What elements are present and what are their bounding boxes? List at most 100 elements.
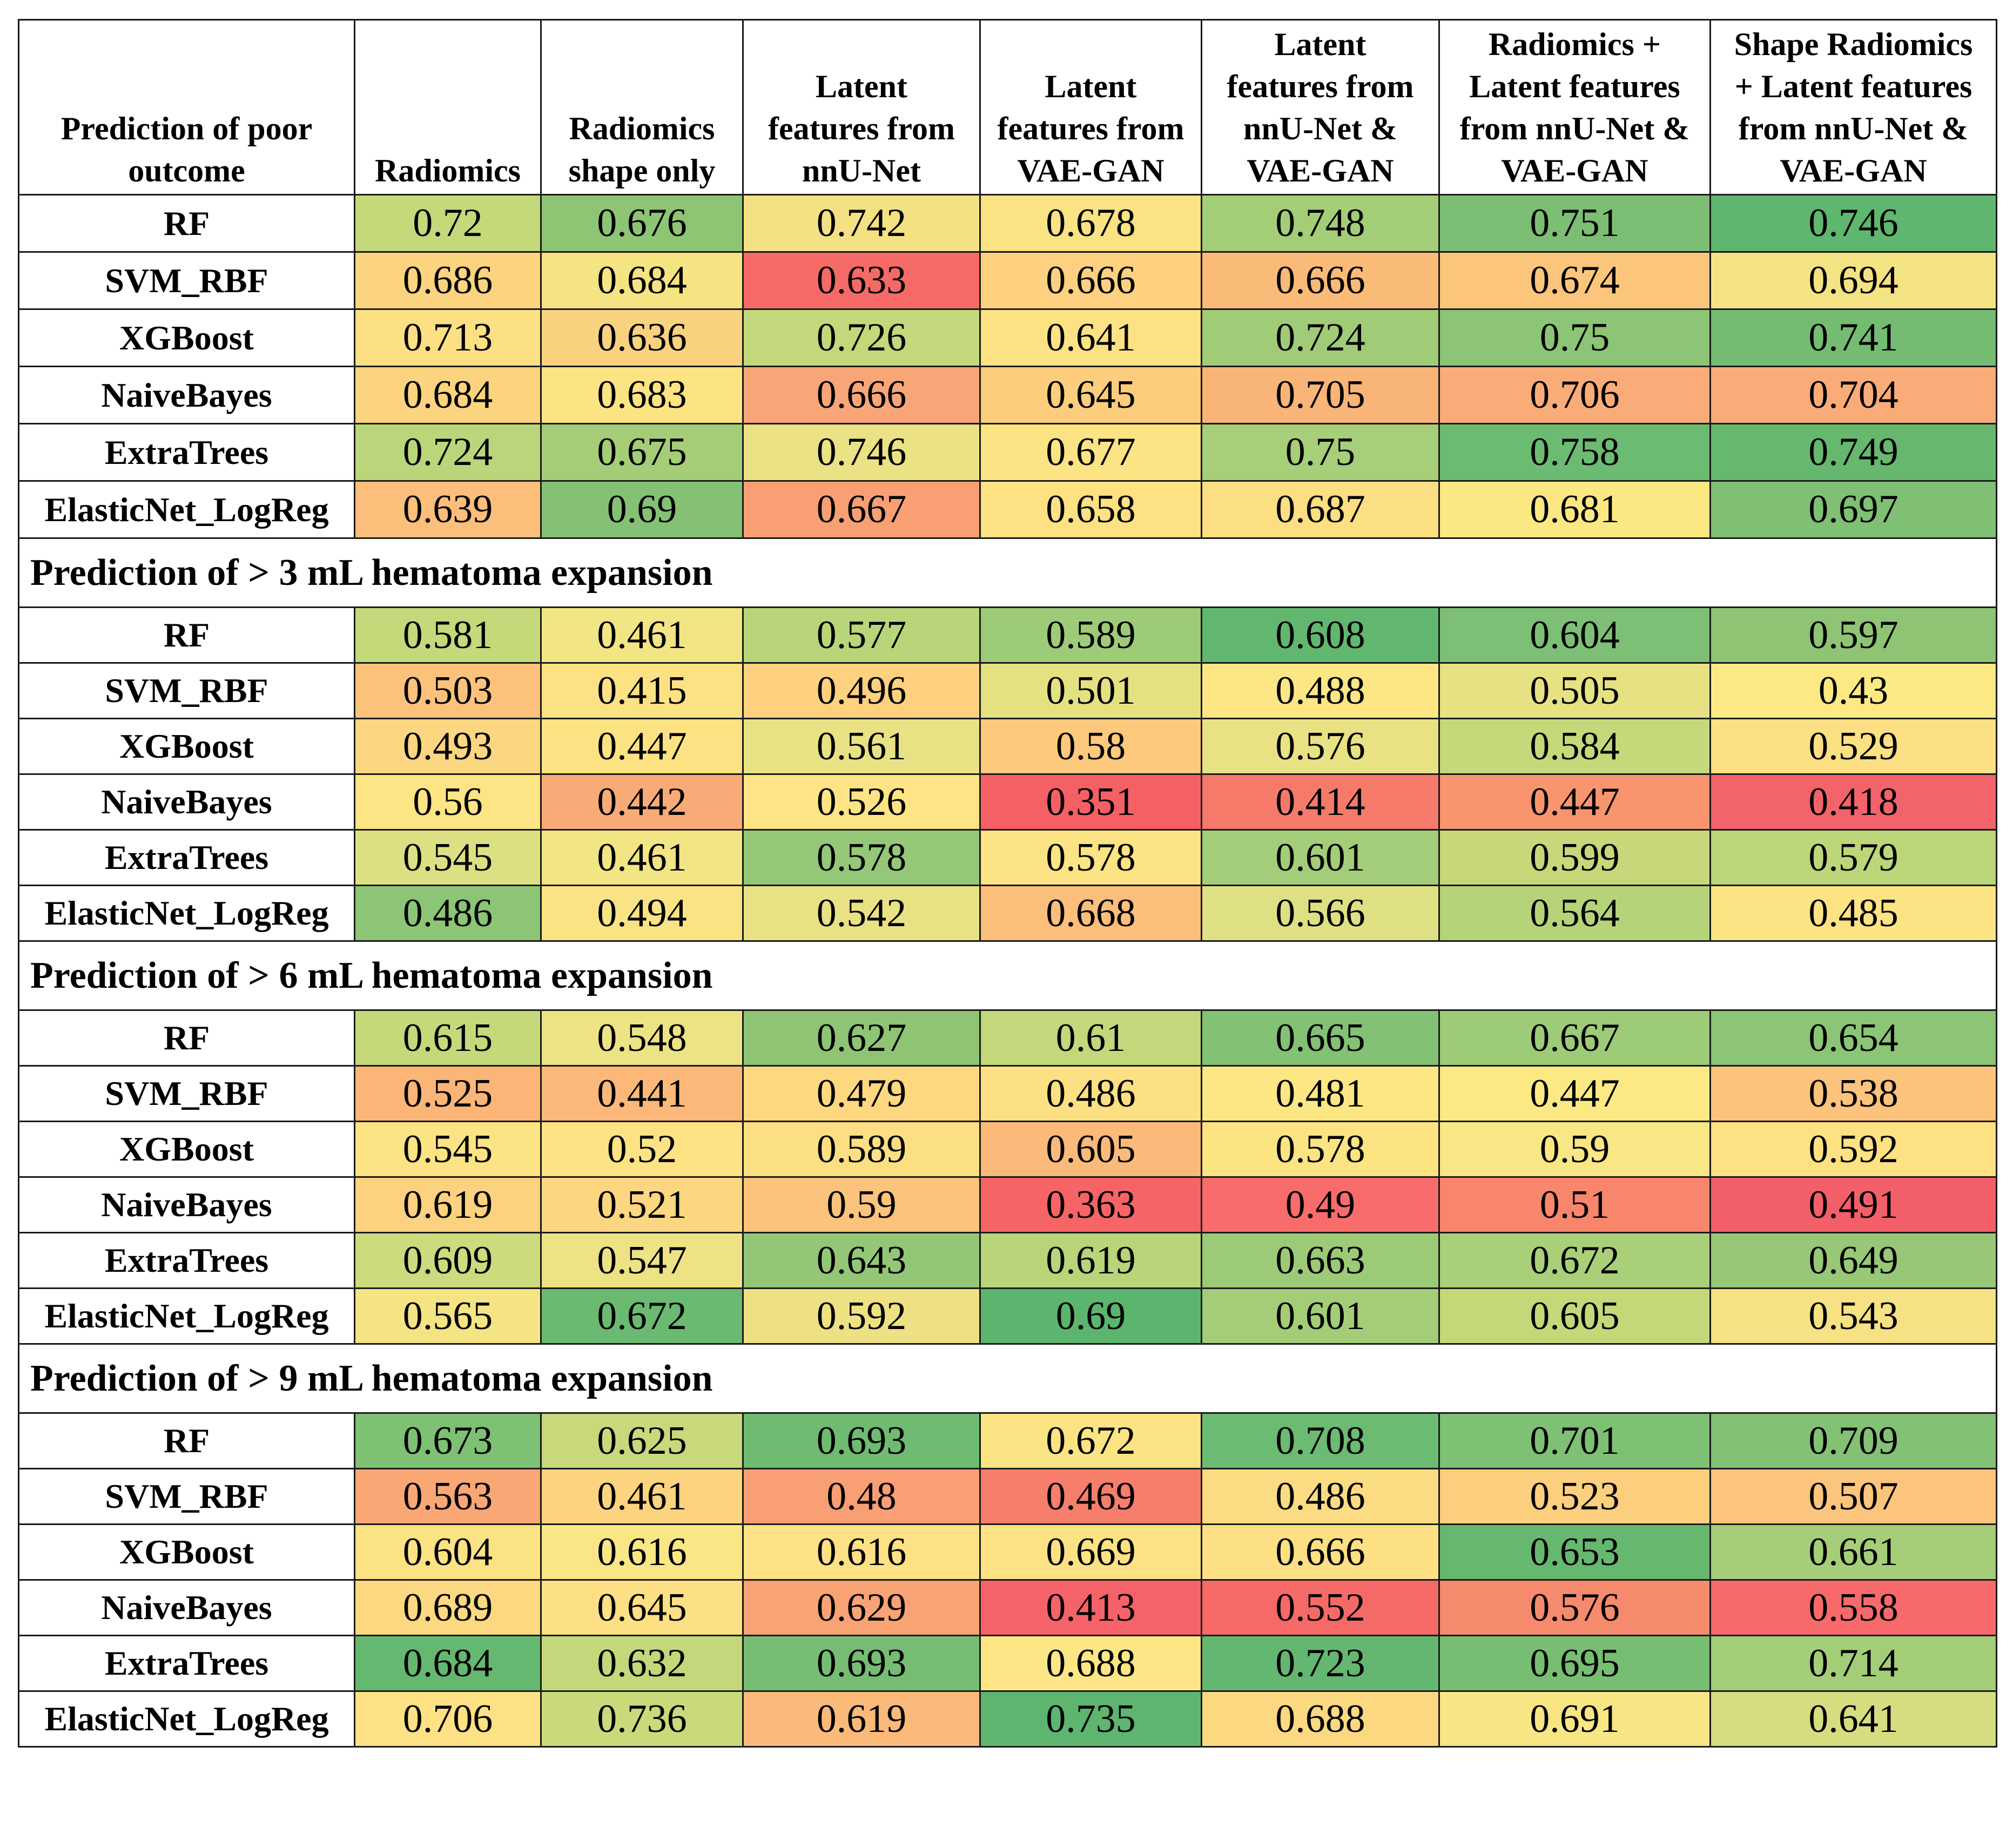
auc-value-cell: 0.669	[979, 1523, 1202, 1581]
auc-value-cell: 0.486	[354, 885, 542, 942]
auc-value-cell: 0.43	[1709, 662, 1997, 719]
column-header-latent-vaegan: Latent features from VAE-GAN	[979, 19, 1202, 195]
auc-value-cell: 0.705	[1201, 366, 1440, 424]
auc-value-cell: 0.581	[354, 606, 542, 664]
model-name: NaiveBayes	[18, 366, 355, 424]
auc-value-cell: 0.558	[1709, 1579, 1997, 1636]
auc-value-cell: 0.542	[742, 885, 981, 942]
auc-value-cell: 0.447	[1438, 773, 1711, 831]
table-row: SVM_RBF 0.686 0.684 0.633 0.666 0.666 0.674 0.6…	[18, 251, 1997, 310]
auc-value-cell: 0.592	[1709, 1121, 1997, 1178]
auc-value-cell: 0.667	[742, 480, 981, 539]
auc-value-cell: 0.605	[1438, 1287, 1711, 1345]
table-row: NaiveBayes 0.56 0.442 0.526 0.351 0.414 0.447 0…	[18, 773, 1997, 831]
auc-value-cell: 0.726	[742, 308, 981, 367]
auc-value-cell: 0.723	[1201, 1635, 1440, 1692]
auc-value-cell: 0.485	[1709, 885, 1997, 942]
auc-value-cell: 0.645	[540, 1579, 744, 1636]
auc-value-cell: 0.601	[1201, 1287, 1440, 1345]
auc-value-cell: 0.486	[1201, 1468, 1440, 1525]
auc-value-cell: 0.625	[540, 1412, 744, 1469]
auc-value-cell: 0.491	[1709, 1176, 1997, 1233]
auc-value-cell: 0.363	[979, 1176, 1202, 1233]
table-row: ExtraTrees 0.609 0.547 0.643 0.619 0.663 0.672…	[18, 1232, 1997, 1289]
column-header-latent-nnunet: Latent features from nnU-Net	[742, 19, 981, 195]
auc-value-cell: 0.684	[354, 1635, 542, 1692]
auc-value-cell: 0.735	[979, 1690, 1202, 1748]
auc-value-cell: 0.632	[540, 1635, 744, 1692]
auc-value-cell: 0.608	[1201, 606, 1440, 664]
table-row: XGBoost 0.493 0.447 0.561 0.58 0.576 0.584 0.52…	[18, 718, 1997, 775]
auc-value-cell: 0.601	[1201, 829, 1440, 886]
model-name: SVM_RBF	[18, 1468, 355, 1525]
auc-value-cell: 0.521	[540, 1176, 744, 1233]
auc-value-cell: 0.619	[742, 1690, 981, 1748]
auc-value-cell: 0.689	[354, 1579, 542, 1636]
auc-value-cell: 0.564	[1438, 885, 1711, 942]
section-title: Prediction of > 9 mL hematoma expansion	[18, 1343, 1997, 1414]
auc-value-cell: 0.565	[354, 1287, 542, 1345]
table-row: RF 0.615 0.548 0.627 0.61 0.665 0.667 0.654	[18, 1009, 1997, 1067]
auc-value-cell: 0.486	[979, 1065, 1202, 1122]
auc-value-cell: 0.561	[742, 718, 981, 775]
auc-value-cell: 0.629	[742, 1579, 981, 1636]
auc-value-cell: 0.441	[540, 1065, 744, 1122]
auc-value-cell: 0.641	[979, 308, 1202, 367]
table-row: ExtraTrees 0.545 0.461 0.578 0.578 0.601 0.599…	[18, 829, 1997, 886]
model-name: XGBoost	[18, 1523, 355, 1581]
auc-value-cell: 0.548	[540, 1009, 744, 1067]
auc-value-cell: 0.684	[540, 251, 744, 310]
auc-value-cell: 0.654	[1709, 1009, 1997, 1067]
table-row: ElasticNet_LogReg 0.639 0.69 0.667 0.658 0.68…	[18, 480, 1997, 539]
auc-value-cell: 0.616	[742, 1523, 981, 1581]
auc-value-cell: 0.708	[1201, 1412, 1440, 1469]
auc-value-cell: 0.577	[742, 606, 981, 664]
auc-value-cell: 0.584	[1438, 718, 1711, 775]
auc-value-cell: 0.666	[742, 366, 981, 424]
auc-value-cell: 0.56	[354, 773, 542, 831]
auc-value-cell: 0.75	[1201, 423, 1440, 482]
auc-value-cell: 0.51	[1438, 1176, 1711, 1233]
auc-value-cell: 0.503	[354, 662, 542, 719]
auc-value-cell: 0.609	[354, 1232, 542, 1289]
auc-value-cell: 0.61	[979, 1009, 1202, 1067]
table-row: ElasticNet_LogReg 0.706 0.736 0.619 0.735 0.6…	[18, 1690, 1997, 1748]
auc-value-cell: 0.736	[540, 1690, 744, 1748]
model-name: NaiveBayes	[18, 1176, 355, 1233]
auc-value-cell: 0.724	[1201, 308, 1440, 367]
auc-value-cell: 0.494	[540, 885, 744, 942]
auc-value-cell: 0.666	[1201, 1523, 1440, 1581]
section-header-row: Prediction of > 6 mL hematoma expansion	[18, 940, 1997, 1011]
auc-value-cell: 0.639	[354, 480, 542, 539]
auc-value-cell: 0.746	[742, 423, 981, 482]
auc-value-cell: 0.633	[742, 251, 981, 310]
auc-value-cell: 0.643	[742, 1232, 981, 1289]
auc-value-cell: 0.724	[354, 423, 542, 482]
auc-value-cell: 0.604	[1438, 606, 1711, 664]
table-row: ExtraTrees 0.724 0.675 0.746 0.677 0.75 0.758 0…	[18, 423, 1997, 482]
auc-value-cell: 0.713	[354, 308, 542, 367]
auc-value-cell: 0.52	[540, 1121, 744, 1178]
auc-value-cell: 0.749	[1709, 423, 1997, 482]
auc-value-cell: 0.701	[1438, 1412, 1711, 1469]
auc-value-cell: 0.668	[979, 885, 1202, 942]
section-title: Prediction of > 3 mL hematoma expansion	[18, 537, 1997, 608]
column-header-latent-nnunet-vaegan: Latent features from nnU-Net & VAE-GAN	[1201, 19, 1440, 195]
model-name: ExtraTrees	[18, 1232, 355, 1289]
auc-value-cell: 0.742	[742, 194, 981, 253]
auc-value-cell: 0.597	[1709, 606, 1997, 664]
model-name: ExtraTrees	[18, 423, 355, 482]
auc-value-cell: 0.496	[742, 662, 981, 719]
auc-value-cell: 0.592	[742, 1287, 981, 1345]
auc-value-cell: 0.636	[540, 308, 744, 367]
column-header-shape-radiomics-latent: Shape Radiomics + Latent features from n…	[1709, 19, 1997, 195]
auc-value-cell: 0.673	[354, 1412, 542, 1469]
auc-value-cell: 0.627	[742, 1009, 981, 1067]
auc-value-cell: 0.616	[540, 1523, 744, 1581]
auc-value-cell: 0.674	[1438, 251, 1711, 310]
auc-value-cell: 0.461	[540, 829, 744, 886]
corner-header: Prediction of poor outcome	[18, 19, 355, 195]
table-row: SVM_RBF 0.563 0.461 0.48 0.469 0.486 0.523 0.50…	[18, 1468, 1997, 1525]
auc-value-cell: 0.649	[1709, 1232, 1997, 1289]
auc-value-cell: 0.414	[1201, 773, 1440, 831]
